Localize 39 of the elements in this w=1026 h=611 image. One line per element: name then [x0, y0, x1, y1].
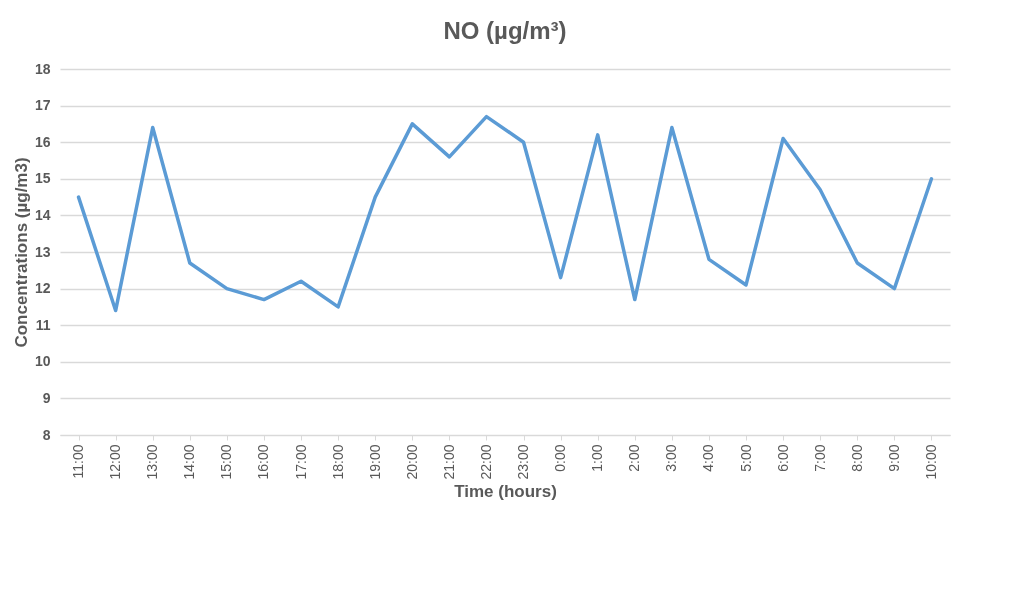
y-tick-label: 15	[34, 170, 51, 187]
x-tick-label: 20:00	[403, 444, 420, 480]
line-series	[76, 114, 934, 313]
chart-title: NO (µg/m³)	[443, 17, 567, 44]
x-tick-label: 0:00	[552, 444, 569, 472]
y-tick-label: 8	[42, 426, 51, 443]
x-axis-title: Time (hours)	[454, 481, 557, 501]
x-tick-label: 2:00	[626, 444, 643, 472]
x-tick-label: 6:00	[774, 444, 791, 472]
x-tick-label: 15:00	[218, 444, 235, 480]
x-tick-label: 3:00	[663, 444, 680, 472]
x-tick-label: 7:00	[811, 444, 828, 472]
x-tick-label: 17:00	[292, 444, 309, 480]
x-tick-label: 1:00	[589, 444, 606, 472]
y-tick-label: 10	[34, 353, 51, 370]
x-tick-label: 22:00	[477, 444, 494, 480]
x-tick-label: 9:00	[885, 444, 902, 472]
y-tick-label: 12	[34, 280, 51, 297]
x-tick-label: 16:00	[255, 444, 272, 480]
y-tick-label: 13	[34, 243, 51, 260]
y-tick-label: 11	[35, 316, 51, 333]
y-tick-label: 18	[34, 60, 51, 77]
x-tick-label: 8:00	[848, 444, 865, 472]
x-tick-label: 19:00	[366, 444, 383, 480]
x-tick-label: 13:00	[144, 444, 161, 480]
x-tick-label: 11:00	[70, 444, 87, 479]
x-tick-label: 14:00	[181, 444, 198, 480]
x-tick-label: 18:00	[329, 444, 346, 480]
y-tick-label: 17	[34, 97, 51, 114]
x-tick-label: 23:00	[515, 444, 532, 480]
x-tick-label: 10:00	[922, 444, 939, 480]
x-tick-label: 12:00	[107, 444, 124, 480]
x-tick-label: 21:00	[440, 444, 457, 480]
y-tick-label: 9	[42, 389, 51, 406]
y-tick-label: 16	[34, 133, 51, 150]
x-tick-label: 4:00	[700, 444, 717, 472]
x-tick-label: 5:00	[737, 444, 754, 472]
y-tick-label: 14	[34, 206, 51, 223]
y-axis-title: Concentrations (µg/m3)	[11, 157, 31, 348]
